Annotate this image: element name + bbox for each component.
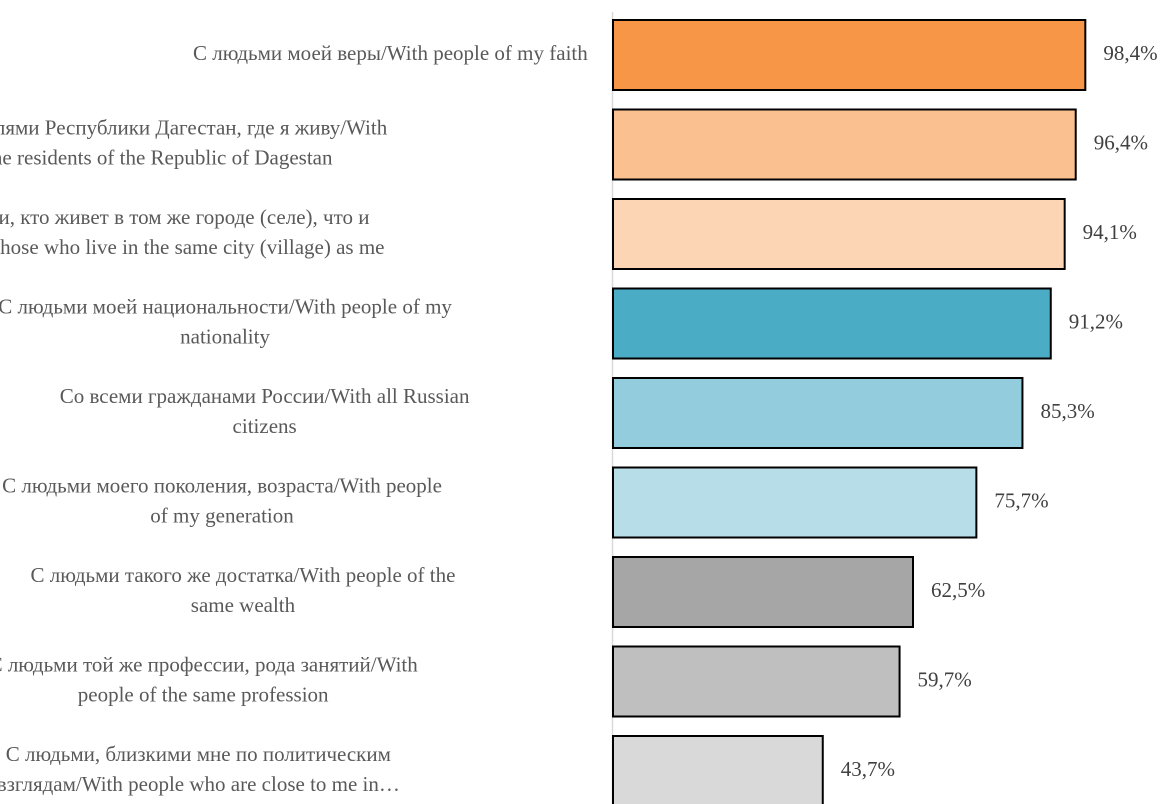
category-label-line: Со всеми гражданами России/With all Russ…: [60, 384, 470, 408]
category-label-8: С людьми той же профессии, рода занятий/…: [0, 652, 418, 706]
bar-4: [612, 287, 1052, 360]
category-label-line: С теми, кто живет в том же городе (селе)…: [0, 205, 369, 229]
bars-group: [612, 19, 1087, 804]
category-label-5: Со всеми гражданами России/With all Russ…: [60, 384, 470, 438]
value-label-3: 94,1%: [1083, 220, 1137, 244]
value-label-9: 43,7%: [841, 757, 895, 781]
category-label-line: С людьми моей национальности/With people…: [0, 294, 452, 318]
category-label-line: С людьми моего поколения, возраста/With …: [2, 473, 442, 497]
bar-3: [612, 198, 1066, 270]
value-label-8: 59,7%: [918, 667, 972, 691]
category-label-line: С жителями Республики Дагестан, где я жи…: [0, 115, 388, 139]
bar-2: [612, 108, 1077, 181]
category-label-9: С людьми, близкими мне по политическим вз…: [0, 742, 400, 796]
category-label-6: С людьми моего поколения, возраста/With …: [2, 473, 442, 527]
category-label-1: С людьми моей веры/With people of my fai…: [193, 41, 588, 65]
category-label-line: the residents of the Republic of Dagesta…: [0, 145, 333, 169]
category-label-line: same wealth: [191, 593, 296, 617]
bar-7: [612, 556, 914, 628]
category-label-line: people of the same profession: [78, 682, 329, 706]
bar-6: [612, 466, 978, 539]
value-label-5: 85,3%: [1040, 399, 1094, 423]
value-label-4: 91,2%: [1069, 309, 1123, 333]
category-label-line: С людьми той же профессии, рода занятий/…: [0, 652, 418, 676]
bar-8: [612, 645, 901, 718]
category-label-line: С людьми такого же достатка/With people …: [31, 563, 456, 587]
value-label-6: 75,7%: [994, 488, 1048, 512]
bar-9: [612, 735, 824, 804]
category-label-3: С теми, кто живет в том же городе (селе)…: [0, 205, 384, 259]
value-label-2: 96,4%: [1094, 130, 1148, 154]
value-labels-group: 98,4% 96,4% 94,1% 91,2% 85,3% 75,7% 62,5% 59,7%…: [841, 41, 1158, 781]
category-label-line: я/With those who live in the same city (…: [0, 235, 384, 259]
category-label-line: of my generation: [150, 503, 294, 527]
bar-5: [612, 377, 1024, 449]
category-label-line: nationality: [180, 324, 270, 348]
category-label-line: citizens: [233, 414, 297, 438]
value-label-1: 98,4%: [1103, 41, 1157, 65]
bar-1: [612, 19, 1087, 91]
category-label-line: взглядам/With people who are close to me…: [0, 772, 400, 796]
category-label-7: С людьми такого же достатка/With people …: [31, 563, 456, 617]
category-label-4: С людьми моей национальности/With people…: [0, 294, 452, 348]
category-labels-group: С людьми моей веры/With people of my fai…: [0, 41, 588, 796]
value-label-7: 62,5%: [931, 578, 985, 602]
category-label-2: С жителями Республики Дагестан, где я жи…: [0, 115, 388, 169]
category-label-line: С людьми, близкими мне по политическим: [6, 742, 391, 766]
category-label-line: С людьми моей веры/With people of my fai…: [193, 41, 588, 65]
